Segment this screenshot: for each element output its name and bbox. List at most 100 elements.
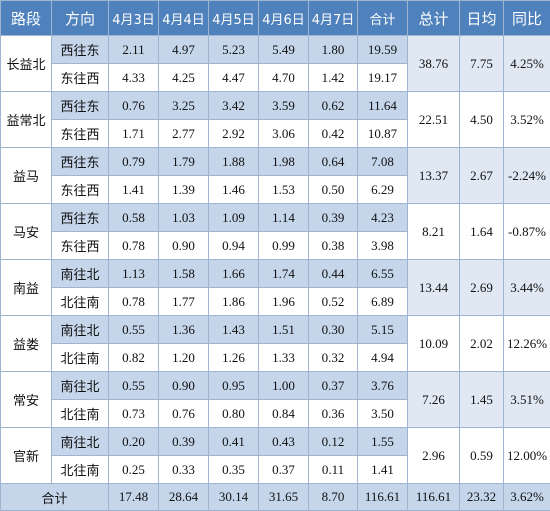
road-name: 南益 bbox=[1, 260, 52, 316]
direction-label: 北往南 bbox=[52, 344, 109, 372]
footer-total-row: 合计 17.48 28.64 30.14 31.65 8.70 116.61 1… bbox=[1, 484, 550, 511]
day-value: 0.38 bbox=[309, 232, 358, 260]
day-value: 0.33 bbox=[159, 456, 209, 484]
road-name: 官新 bbox=[1, 428, 52, 484]
day-value: 3.42 bbox=[209, 92, 259, 120]
day-value: 0.55 bbox=[109, 372, 159, 400]
subtotal-value: 4.94 bbox=[358, 344, 408, 372]
direction-label: 西往东 bbox=[52, 204, 109, 232]
day-value: 0.37 bbox=[309, 372, 358, 400]
header-daily-avg: 日均 bbox=[460, 1, 504, 36]
day-value: 0.99 bbox=[259, 232, 309, 260]
road-name: 马安 bbox=[1, 204, 52, 260]
header-yoy: 同比 bbox=[504, 1, 550, 36]
subtotal-value: 11.64 bbox=[358, 92, 408, 120]
direction-label: 东往西 bbox=[52, 120, 109, 148]
footer-total: 116.61 bbox=[408, 484, 460, 511]
yoy-value: 4.25% bbox=[504, 36, 550, 92]
daily-avg-value: 1.64 bbox=[460, 204, 504, 260]
direction-label: 东往西 bbox=[52, 176, 109, 204]
day-value: 0.11 bbox=[309, 456, 358, 484]
footer-day-sum: 31.65 bbox=[259, 484, 309, 511]
day-value: 0.36 bbox=[309, 400, 358, 428]
day-value: 1.09 bbox=[209, 204, 259, 232]
day-value: 0.35 bbox=[209, 456, 259, 484]
subtotal-value: 3.76 bbox=[358, 372, 408, 400]
day-value: 5.23 bbox=[209, 36, 259, 64]
direction-label: 东往西 bbox=[52, 232, 109, 260]
day-value: 0.58 bbox=[109, 204, 159, 232]
daily-avg-value: 1.45 bbox=[460, 372, 504, 428]
day-value: 0.64 bbox=[309, 148, 358, 176]
day-value: 1.20 bbox=[159, 344, 209, 372]
day-value: 1.53 bbox=[259, 176, 309, 204]
day-value: 1.88 bbox=[209, 148, 259, 176]
subtotal-value: 19.17 bbox=[358, 64, 408, 92]
day-value: 4.97 bbox=[159, 36, 209, 64]
day-value: 1.46 bbox=[209, 176, 259, 204]
direction-label: 西往东 bbox=[52, 36, 109, 64]
subtotal-value: 3.98 bbox=[358, 232, 408, 260]
direction-label: 东往西 bbox=[52, 64, 109, 92]
day-value: 1.43 bbox=[209, 316, 259, 344]
footer-label: 合计 bbox=[1, 484, 109, 511]
day-value: 0.37 bbox=[259, 456, 309, 484]
subtotal-value: 3.50 bbox=[358, 400, 408, 428]
day-value: 4.25 bbox=[159, 64, 209, 92]
direction-label: 北往南 bbox=[52, 456, 109, 484]
day-value: 0.43 bbox=[259, 428, 309, 456]
subtotal-value: 1.55 bbox=[358, 428, 408, 456]
direction-label: 北往南 bbox=[52, 288, 109, 316]
header-day: 4月7日 bbox=[309, 1, 358, 36]
total-value: 22.51 bbox=[408, 92, 460, 148]
yoy-value: 12.26% bbox=[504, 316, 550, 372]
day-value: 1.66 bbox=[209, 260, 259, 288]
day-value: 0.20 bbox=[109, 428, 159, 456]
header-direction: 方向 bbox=[52, 1, 109, 36]
direction-label: 南往北 bbox=[52, 372, 109, 400]
header-road: 路段 bbox=[1, 1, 52, 36]
day-value: 0.76 bbox=[109, 92, 159, 120]
header-day: 4月6日 bbox=[259, 1, 309, 36]
total-value: 13.37 bbox=[408, 148, 460, 204]
day-value: 0.95 bbox=[209, 372, 259, 400]
day-value: 0.79 bbox=[109, 148, 159, 176]
direction-label: 西往东 bbox=[52, 92, 109, 120]
footer-subtotal: 116.61 bbox=[358, 484, 408, 511]
footer-daily-avg: 23.32 bbox=[460, 484, 504, 511]
day-value: 3.59 bbox=[259, 92, 309, 120]
subtotal-value: 4.23 bbox=[358, 204, 408, 232]
road-name: 益娄 bbox=[1, 316, 52, 372]
day-value: 2.92 bbox=[209, 120, 259, 148]
footer-day-sum: 28.64 bbox=[159, 484, 209, 511]
subtotal-value: 10.87 bbox=[358, 120, 408, 148]
day-value: 0.30 bbox=[309, 316, 358, 344]
day-value: 0.80 bbox=[209, 400, 259, 428]
yoy-value: -0.87% bbox=[504, 204, 550, 260]
daily-avg-value: 4.50 bbox=[460, 92, 504, 148]
day-value: 0.55 bbox=[109, 316, 159, 344]
day-value: 1.79 bbox=[159, 148, 209, 176]
day-value: 0.78 bbox=[109, 232, 159, 260]
day-value: 0.82 bbox=[109, 344, 159, 372]
road-name: 益常北 bbox=[1, 92, 52, 148]
footer-yoy: 3.62% bbox=[504, 484, 550, 511]
subtotal-value: 19.59 bbox=[358, 36, 408, 64]
yoy-value: 12.00% bbox=[504, 428, 550, 484]
day-value: 0.50 bbox=[309, 176, 358, 204]
subtotal-value: 6.29 bbox=[358, 176, 408, 204]
day-value: 1.00 bbox=[259, 372, 309, 400]
direction-label: 北往南 bbox=[52, 400, 109, 428]
daily-avg-value: 2.02 bbox=[460, 316, 504, 372]
header-day: 4月3日 bbox=[109, 1, 159, 36]
day-value: 0.90 bbox=[159, 372, 209, 400]
direction-label: 南往北 bbox=[52, 260, 109, 288]
subtotal-value: 6.89 bbox=[358, 288, 408, 316]
day-value: 1.42 bbox=[309, 64, 358, 92]
total-value: 38.76 bbox=[408, 36, 460, 92]
subtotal-value: 5.15 bbox=[358, 316, 408, 344]
